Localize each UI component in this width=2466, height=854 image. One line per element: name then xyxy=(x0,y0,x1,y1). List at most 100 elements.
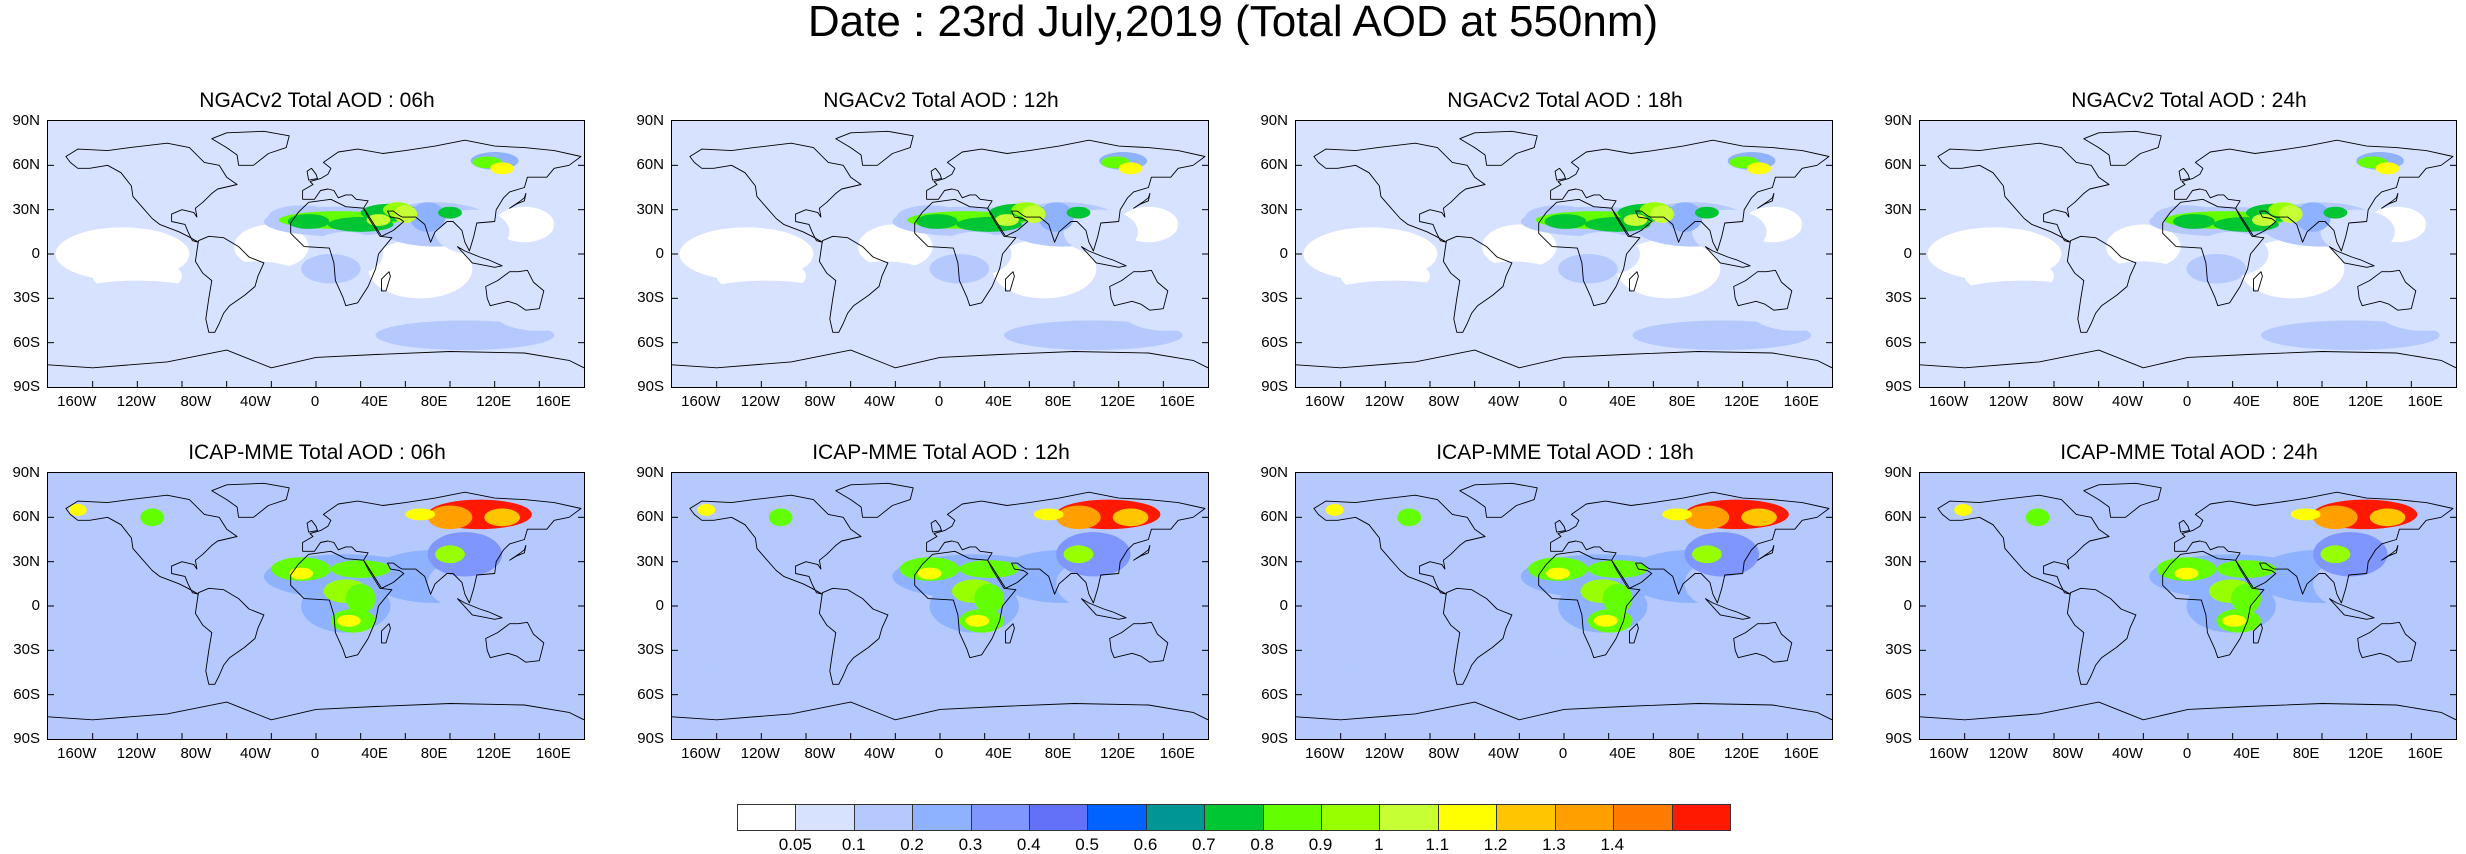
colorbar xyxy=(737,804,1731,831)
lat-tick-label: 90S xyxy=(1261,378,1288,395)
coastline-japan xyxy=(2381,544,2399,561)
lon-tick-label: 40E xyxy=(985,393,1012,410)
coastline-antarctica xyxy=(672,701,1208,721)
lat-tick-label: 0 xyxy=(1279,245,1288,262)
lon-tick-label: 40E xyxy=(1609,745,1636,762)
coastline-north-america xyxy=(1313,142,1486,243)
coastline-japan xyxy=(1757,192,1775,209)
colorbar-swatch xyxy=(1030,805,1089,830)
lon-tick-label: 160W xyxy=(1929,393,1969,410)
lon-tick-label: 120E xyxy=(1724,393,1760,410)
lat-tick-label: 0 xyxy=(1279,597,1288,614)
coastline-eurasia xyxy=(926,139,1206,252)
coastline-south-america xyxy=(2066,235,2137,333)
lat-tick-label: 30N xyxy=(636,200,664,218)
lon-tick-label: 80E xyxy=(2292,393,2320,410)
map-area xyxy=(1919,120,2457,388)
lon-tick-label: 160W xyxy=(1305,745,1345,762)
colorbar-swatch xyxy=(1614,805,1673,830)
colorbar-label: 1 xyxy=(1374,835,1384,854)
lon-tick-label: 40E xyxy=(361,393,388,410)
colorbar-swatch xyxy=(971,805,1031,830)
lon-tick-label: 40E xyxy=(2233,393,2260,410)
colorbar-label: 1.2 xyxy=(1483,835,1508,854)
lat-tick-label: 0 xyxy=(31,597,40,614)
coastline-south-america xyxy=(194,235,265,333)
coastline-indonesia xyxy=(1704,598,1751,620)
lon-tick-label: 120W xyxy=(1988,393,2028,410)
coastline-uk xyxy=(930,519,942,533)
panel-title: ICAP-MME Total AOD : 12h xyxy=(812,441,1070,464)
map-panel: ICAP-MME Total AOD : 06h 90N 60N 30N 0 30S 60S… xyxy=(0,442,585,762)
lon-tick-label: 120W xyxy=(116,393,156,410)
lon-tick-label: 120W xyxy=(1364,393,1404,410)
colorbar-label: 1.4 xyxy=(1600,835,1625,854)
lat-tick-label: 60N xyxy=(1884,156,1912,174)
map-panel: ICAP-MME Total AOD : 12h 90N 60N 30N 0 30S 60S… xyxy=(624,442,1209,762)
coastline-eurasia xyxy=(2174,139,2454,252)
lat-tick-label: 30N xyxy=(12,200,40,218)
colorbar-label: 0.7 xyxy=(1191,835,1216,854)
coastline-north-america xyxy=(689,142,862,243)
aod-map xyxy=(1296,121,1832,387)
lat-tick-label: 90N xyxy=(12,464,40,481)
lat-tick-label: 60S xyxy=(1261,333,1288,351)
lat-tick-label: 0 xyxy=(1903,245,1912,262)
lon-tick-label: 160W xyxy=(681,393,721,410)
coastline-australia xyxy=(2357,269,2417,311)
coastline-australia xyxy=(485,621,545,663)
lat-tick-label: 0 xyxy=(1903,597,1912,614)
lon-tick-label: 120E xyxy=(1100,745,1136,762)
coastline-uk xyxy=(1554,519,1566,533)
lat-tick-label: 90N xyxy=(12,112,40,129)
lon-tick-label: 0 xyxy=(310,745,320,762)
coastline-japan xyxy=(2381,192,2399,209)
map-area xyxy=(671,120,1209,388)
coastline-greenland xyxy=(211,482,290,518)
coastline-north-america xyxy=(1937,494,2110,595)
lon-tick-label: 160E xyxy=(1159,393,1195,410)
lat-tick-label: 30S xyxy=(637,289,664,307)
coastline-south-america xyxy=(194,587,265,685)
coastline-antarctica xyxy=(1920,349,2456,369)
coastline-north-america xyxy=(1313,494,1486,595)
lat-tick-label: 90S xyxy=(13,378,40,395)
colorbar-swatch xyxy=(1205,805,1264,830)
lat-tick-label: 30N xyxy=(1884,552,1912,570)
coastline-uk xyxy=(930,167,942,181)
lat-tick-label: 60S xyxy=(1885,333,1912,351)
colorbar-label: 0.1 xyxy=(841,835,866,854)
lon-tick-label: 160W xyxy=(57,393,97,410)
lat-tick-label: 30S xyxy=(13,289,40,307)
coastline-madagascar xyxy=(2253,271,2263,292)
aod-map xyxy=(48,473,584,739)
map-panel: NGACv2 Total AOD : 12h 90N 60N 30N 0 30S 60S 90… xyxy=(624,90,1209,410)
coastline-japan xyxy=(1133,544,1151,561)
coastline-australia xyxy=(1733,621,1793,663)
coastline-eurasia xyxy=(302,491,582,604)
colorbar-swatch xyxy=(913,805,972,830)
panel-title: NGACv2 Total AOD : 06h xyxy=(199,89,435,112)
coastline-madagascar xyxy=(1005,271,1015,292)
coastline-indonesia xyxy=(2328,246,2375,268)
lat-tick-label: 30N xyxy=(1260,200,1288,218)
coastline-greenland xyxy=(211,130,290,166)
coastline-antarctica xyxy=(48,349,584,369)
coastline-madagascar xyxy=(1629,271,1639,292)
lat-tick-label: 90S xyxy=(1885,378,1912,395)
lat-tick-label: 60N xyxy=(12,156,40,174)
map-area xyxy=(671,472,1209,740)
lat-tick-label: 30S xyxy=(1261,289,1288,307)
coastline-madagascar xyxy=(1629,623,1639,644)
lat-tick-label: 60S xyxy=(637,333,664,351)
lon-tick-label: 80W xyxy=(1428,745,1460,762)
coastline-south-america xyxy=(818,235,889,333)
lon-tick-label: 0 xyxy=(2182,393,2192,410)
coastline-south-america xyxy=(1442,587,1513,685)
colorbar-swatch xyxy=(738,805,797,830)
map-area xyxy=(47,472,585,740)
lat-tick-label: 0 xyxy=(655,245,664,262)
coastline-greenland xyxy=(2083,130,2162,166)
lon-tick-label: 40W xyxy=(2112,745,2143,762)
lat-tick-label: 30S xyxy=(637,641,664,659)
